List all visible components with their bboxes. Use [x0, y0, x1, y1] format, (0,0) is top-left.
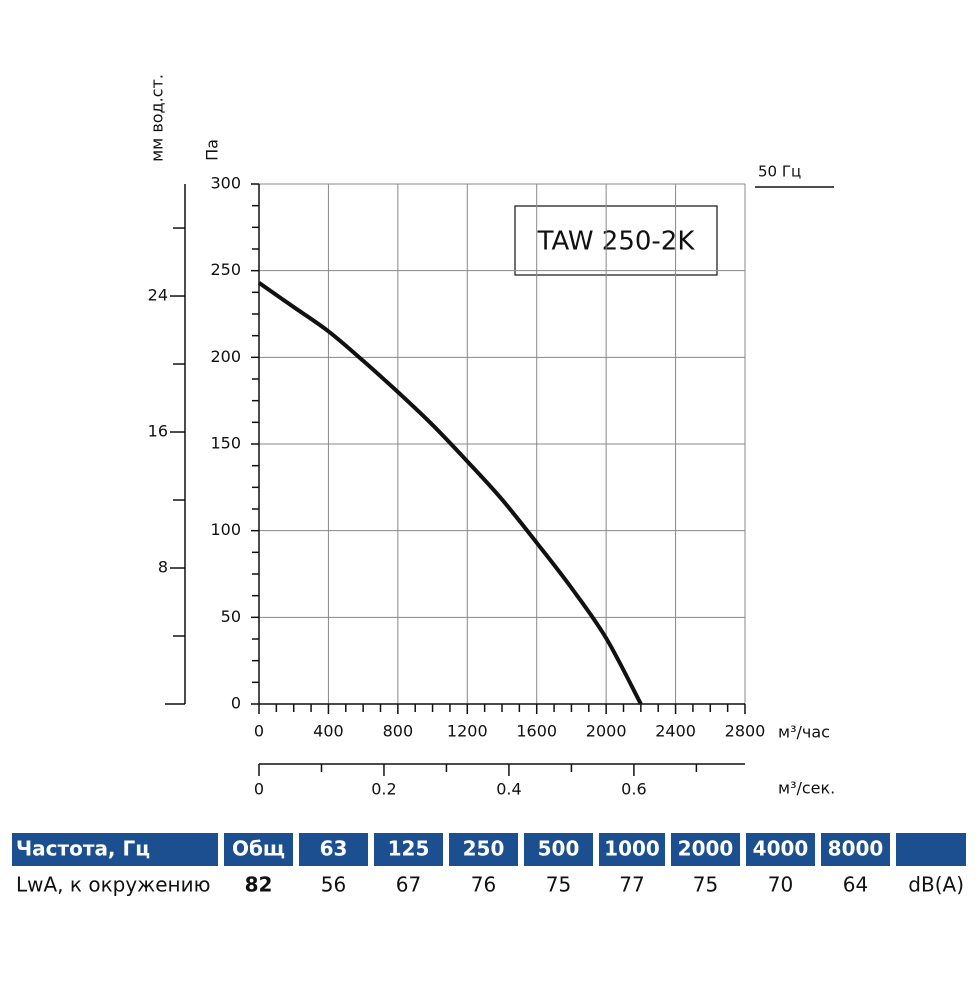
y2-axis-label: мм вод.ст. [148, 74, 167, 162]
x-tick-label: 400 [313, 722, 344, 741]
header-text: 125 [388, 837, 430, 861]
y-tick-label: 100 [210, 520, 241, 539]
header-cell [896, 833, 966, 866]
legend-label: 50 Гц [758, 163, 801, 181]
y-axis-label: Па [203, 139, 222, 161]
x-tick-label: 2000 [586, 722, 627, 741]
cell-text: 70 [768, 873, 793, 897]
header-cell [299, 833, 368, 866]
y-tick-label: 200 [210, 347, 241, 366]
header-text: Общ [232, 837, 285, 861]
x2-tick-label: 0 [254, 780, 264, 799]
header-text: 1000 [604, 837, 660, 861]
header-cell [671, 833, 740, 866]
x-tick-label: 0 [254, 722, 264, 741]
header-text: 250 [463, 837, 505, 861]
header-cell [821, 833, 890, 866]
table: Частота, Гц Общ 63 125 250 500 1000 2000 4000 800… [12, 833, 966, 897]
y-tick-label: 50 [221, 607, 241, 626]
x-tick-label: 2400 [655, 722, 696, 741]
annotation: TAW 250-2K [537, 227, 696, 257]
annotation-box [514, 205, 718, 276]
cell-text: 76 [471, 873, 496, 897]
curve [257, 281, 643, 705]
header-text: 2000 [678, 837, 734, 861]
header-text: 500 [538, 837, 580, 861]
y-tick-label: 0 [231, 694, 241, 713]
cell-text: 77 [619, 873, 644, 897]
header-cell [524, 833, 593, 866]
header-text: 63 [320, 837, 348, 861]
header-cell [12, 833, 218, 866]
cell-text: 67 [396, 873, 421, 897]
cell-text: LwA, к окружению [16, 873, 210, 897]
header-cell [224, 833, 293, 866]
cell-text: dB(A) [908, 873, 964, 897]
x2-tick-label: 0.6 [621, 780, 646, 799]
y-tick-label: 150 [210, 434, 241, 453]
x-tick-label: 2800 [725, 722, 766, 741]
cell-text: 82 [245, 873, 273, 897]
y-tick-label: 250 [210, 260, 241, 279]
x-axis-label: м³/час [778, 723, 830, 742]
cell-text: 56 [321, 873, 346, 897]
x-tick-label: 800 [383, 722, 414, 741]
y2-tick-label: 8 [158, 558, 168, 577]
y2-tick-label: 16 [148, 422, 168, 441]
x-tick-label: 1600 [516, 722, 557, 741]
header-text: 8000 [828, 837, 884, 861]
x2-axis-label: м³/сек. [778, 779, 835, 798]
header-cell [599, 833, 665, 866]
y-tick-label: 300 [210, 174, 241, 193]
header-cell [746, 833, 815, 866]
header-cell [449, 833, 518, 866]
header-text: 4000 [753, 837, 809, 861]
x2-tick-label: 0.4 [496, 780, 521, 799]
cell-text: 64 [843, 873, 868, 897]
x2-tick-label: 0.2 [371, 780, 396, 799]
y2-tick-label: 24 [148, 286, 168, 305]
cell-text: 75 [693, 873, 718, 897]
header-text: Частота, Гц [16, 837, 150, 861]
x-tick-label: 1200 [447, 722, 488, 741]
cell-text: 75 [546, 873, 571, 897]
header-cell [374, 833, 443, 866]
